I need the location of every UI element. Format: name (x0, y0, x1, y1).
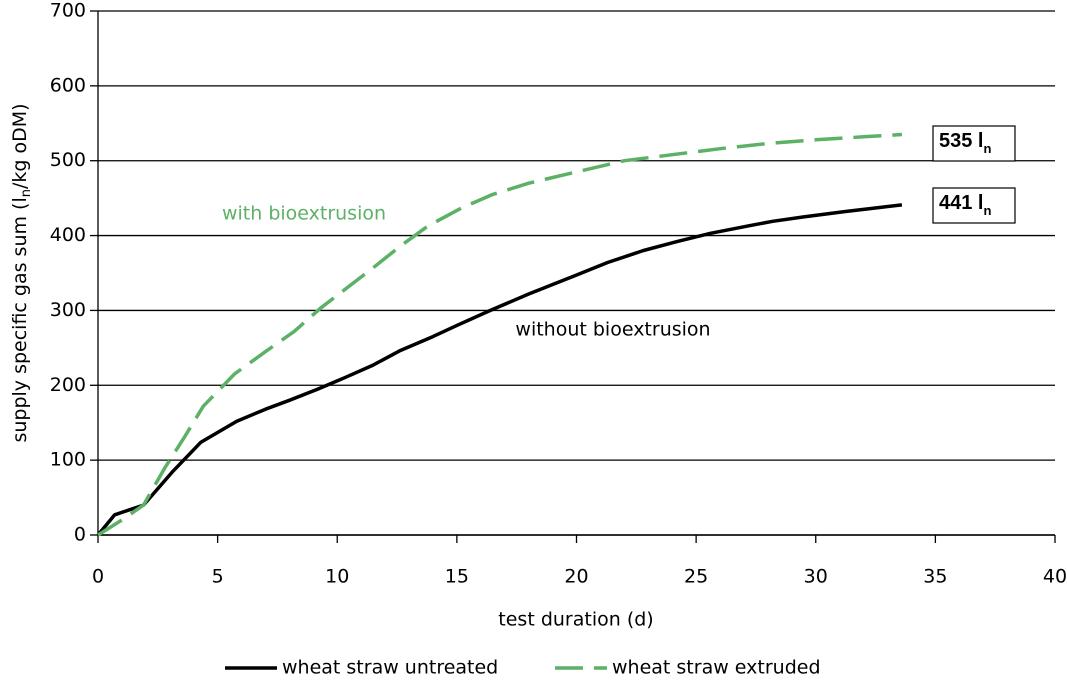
data-line (96, 203, 903, 537)
y-tick-label: 600 (50, 74, 86, 96)
x-axis-title: test duration (d) (498, 609, 653, 631)
y-axis-title: supply specific gas sum (ln/kg oDM) (9, 103, 34, 442)
y-tick-label: 300 (50, 299, 86, 321)
end-label-text: 535 l (939, 130, 983, 152)
end-label: 441 ln (939, 192, 991, 218)
end-label-sub: n (983, 141, 991, 156)
y-tick-label: 500 (50, 149, 86, 171)
x-tick-label: 35 (923, 566, 947, 588)
end-label-sub: n (983, 203, 991, 218)
y-tick-label: 400 (50, 224, 86, 246)
x-tick-label: 40 (1043, 566, 1067, 588)
y-tick-label: 100 (50, 449, 86, 471)
x-tick-label: 15 (445, 566, 469, 588)
x-tick-label: 20 (564, 566, 588, 588)
y-tick-label: 700 (50, 0, 86, 22)
y-axis-title-sub: n (19, 189, 34, 197)
x-tick-label: 10 (325, 566, 349, 588)
x-tick-label: 0 (92, 566, 104, 588)
annotation: with bioextrusion (222, 203, 386, 225)
annotation: without bioextrusion (515, 319, 710, 341)
x-tick-label: 5 (212, 566, 224, 588)
data-line (97, 132, 903, 537)
x-tick-label: 30 (804, 566, 828, 588)
end-label-text: 441 l (939, 192, 983, 214)
legend-label: wheat straw extruded (612, 657, 821, 679)
y-tick-label: 200 (50, 374, 86, 396)
y-axis-title-part: supply specific gas sum (l (9, 197, 31, 442)
x-tick-label: 25 (684, 566, 708, 588)
y-tick-label: 0 (74, 524, 86, 546)
legend-label: wheat straw untreated (282, 657, 498, 679)
y-axis-title-part: /kg oDM) (9, 103, 31, 189)
end-label: 535 ln (939, 130, 991, 156)
end-label-box (932, 125, 1016, 162)
end-label-box (932, 187, 1016, 224)
